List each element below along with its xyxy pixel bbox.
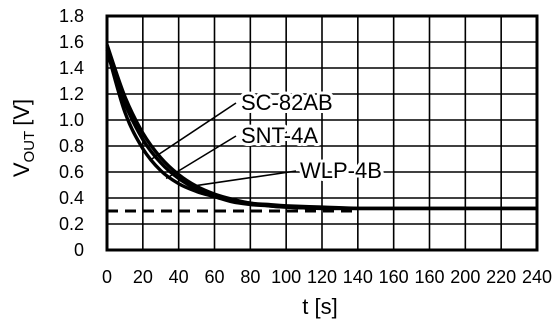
y-tick-label: 1.6 xyxy=(59,32,84,52)
x-tick-label: 200 xyxy=(450,267,480,287)
y-tick-labels: 0 0.2 0.4 0.6 0.8 1.0 1.2 1.4 1.6 1.8 xyxy=(59,6,84,260)
series-group xyxy=(105,44,537,211)
y-axis-label-unit: [V] xyxy=(9,99,34,126)
x-tick-label: 160 xyxy=(379,267,409,287)
y-tick-label: 1.4 xyxy=(59,58,84,78)
y-tick-label: 1.8 xyxy=(59,6,84,26)
y-tick-label: 0 xyxy=(74,240,84,260)
x-tick-label: 100 xyxy=(271,267,301,287)
x-tick-label: 160 xyxy=(414,267,444,287)
plot-frame xyxy=(105,14,539,252)
x-tick-label: 120 xyxy=(307,267,337,287)
y-axis-label-sub: OUT xyxy=(21,131,38,163)
x-tick-label: 60 xyxy=(204,267,224,287)
y-axis-label: VOUT [V] xyxy=(9,99,38,177)
x-tick-label: 40 xyxy=(169,267,189,287)
series-annotation-label: SC-82AB xyxy=(241,90,333,115)
x-tick-label: 0 xyxy=(102,267,112,287)
y-axis-label-main: V xyxy=(9,162,34,177)
x-tick-label: 220 xyxy=(486,267,516,287)
x-tick-label: 240 xyxy=(522,267,552,287)
series-annotation-label: WLP-4B xyxy=(300,158,382,183)
x-axis-label: t [s] xyxy=(302,294,337,319)
y-tick-label: 0.6 xyxy=(59,162,84,182)
x-tick-label: 80 xyxy=(240,267,260,287)
y-tick-label: 0.8 xyxy=(59,136,84,156)
annotation-leaders xyxy=(151,102,297,188)
annotation-leader-line xyxy=(191,170,297,188)
annotation-leader-line xyxy=(165,135,237,180)
y-tick-label: 1.0 xyxy=(59,110,84,130)
series-annotations: SC-82AB SNT-4A WLP-4B xyxy=(238,87,385,186)
grid xyxy=(107,16,537,250)
x-tick-label: 20 xyxy=(133,267,153,287)
x-tick-labels: 0 20 40 60 80 100 120 140 160 160 200 220 240 xyxy=(102,267,552,287)
y-tick-label: 1.2 xyxy=(59,84,84,104)
x-tick-label: 140 xyxy=(343,267,373,287)
series-annotation-label: SNT-4A xyxy=(241,123,318,148)
series-line-wlp-4b xyxy=(105,49,537,211)
annotation-leader-line xyxy=(151,102,237,160)
y-tick-label: 0.2 xyxy=(59,214,84,234)
y-tick-label: 0.4 xyxy=(59,188,84,208)
